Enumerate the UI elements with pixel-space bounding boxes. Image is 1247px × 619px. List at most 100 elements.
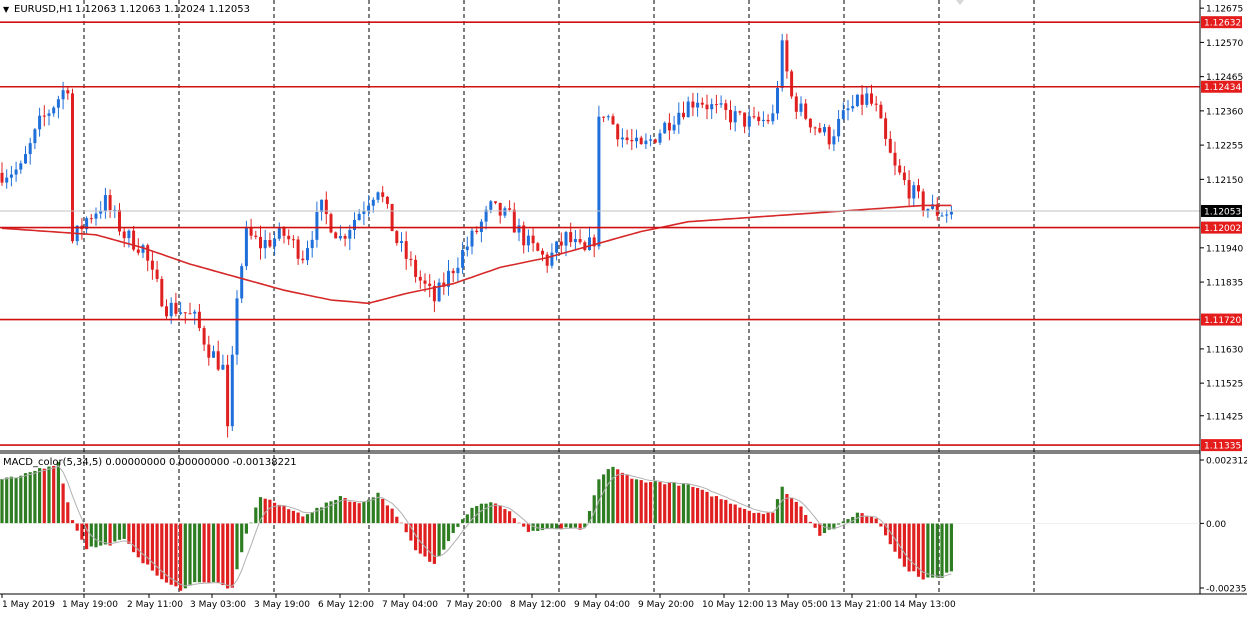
candle-body [917, 185, 920, 192]
candle-body [108, 195, 112, 211]
candle-body [423, 280, 427, 284]
macd-bar [921, 523, 925, 580]
macd-histogram [0, 461, 953, 591]
candle-body [860, 94, 864, 105]
macd-bar [569, 523, 573, 529]
candle-body [902, 172, 906, 181]
candle-body [926, 208, 930, 212]
macd-bar [606, 469, 610, 524]
macd-bar [305, 514, 310, 524]
candle-body [879, 104, 883, 119]
chart-shift-icon[interactable] [956, 0, 964, 5]
macd-bar [686, 484, 690, 524]
macd-bar [935, 523, 939, 578]
macd-bar [728, 503, 733, 524]
candle-body [611, 116, 615, 125]
macd-bar [536, 523, 540, 531]
macd-bar [884, 523, 888, 536]
macd-bar [122, 523, 126, 539]
macd-bar [592, 495, 596, 524]
macd-bar [296, 512, 300, 524]
macd-bar [334, 499, 338, 524]
macd-bar [437, 523, 441, 557]
macd-bar [442, 523, 446, 550]
candle-body [630, 140, 634, 142]
candle-body [503, 208, 507, 216]
candle-body [320, 199, 324, 212]
candle-body [414, 259, 418, 277]
macd-bar [531, 523, 535, 531]
candle-body [461, 250, 465, 268]
macd-bar [945, 523, 949, 573]
candle-body [794, 96, 798, 112]
macd-bar [193, 523, 197, 583]
candle-body [202, 328, 206, 345]
macd-bar [381, 498, 385, 524]
candle-body [385, 196, 389, 204]
macd-bar [522, 523, 526, 527]
candle-body [291, 239, 295, 241]
macd-bar [714, 496, 718, 524]
candle-body [639, 137, 643, 145]
macd-bar [207, 523, 211, 583]
price-axis[interactable]: 1.12675 1.12570 1.12465 1.12360 1.12255 1.121… [1200, 5, 1243, 452]
candle-body [893, 152, 897, 166]
macd-bar [423, 523, 427, 557]
candle-body [592, 237, 596, 247]
candle-body [475, 230, 479, 232]
candle-body [700, 102, 704, 105]
time-tick-label: 3 May 19:00 [254, 600, 310, 610]
time-grid [83, 0, 1035, 594]
macd-bar [390, 508, 394, 524]
macd-bar [367, 499, 371, 524]
price-tick-label: 1.12255 [1206, 142, 1243, 152]
candle-body [371, 199, 375, 206]
candle-body [470, 230, 474, 247]
level-price-box [1201, 439, 1242, 452]
macd-bar [846, 519, 850, 524]
candle-body [489, 201, 493, 210]
macd-bar [329, 501, 333, 524]
macd-bar [164, 523, 169, 583]
candle-body [235, 298, 239, 355]
macd-bar [244, 523, 248, 534]
macd-bar [188, 523, 192, 585]
candle-body [658, 133, 662, 143]
macd-bar [352, 501, 357, 524]
candle-body [691, 101, 695, 108]
macd-bar [888, 523, 892, 545]
time-axis[interactable]: 1 May 2019 1 May 19:00 2 May 11:00 3 May 03… [1, 594, 956, 610]
macd-bar [5, 477, 9, 524]
price-tick-label: 1.12465 [1206, 73, 1243, 83]
macd-bar [808, 521, 812, 524]
macd-bar [813, 523, 817, 528]
macd-bar [663, 484, 667, 524]
candle-body [865, 93, 869, 105]
current-price-label: 1.12053 [1204, 207, 1241, 217]
moving-average-line [1, 204, 952, 305]
level-price-box [1201, 221, 1242, 234]
macd-bar [860, 513, 864, 524]
candle-body [33, 129, 37, 144]
level-price-label: 1.12632 [1204, 19, 1241, 29]
time-tick-label: 1 May 2019 [2, 600, 55, 610]
macd-bar [879, 523, 883, 527]
macd-bar [705, 491, 709, 524]
macd-bar [658, 482, 662, 524]
candle-body [132, 230, 136, 250]
macd-bar [282, 505, 286, 524]
macd-bar [822, 523, 827, 534]
symbol-menu-icon[interactable]: ▼ [3, 5, 10, 14]
candle-body [771, 113, 775, 122]
price-levels [0, 21, 1200, 446]
price-tick-label: 1.11940 [1206, 244, 1243, 254]
candle-body [179, 312, 183, 314]
macd-bar [559, 523, 563, 530]
candle-body [146, 245, 150, 261]
price-tick-label: 1.12360 [1206, 107, 1243, 117]
macd-bar [56, 461, 60, 524]
time-tick-label: 13 May 05:00 [766, 600, 828, 610]
candle-body [465, 246, 469, 251]
